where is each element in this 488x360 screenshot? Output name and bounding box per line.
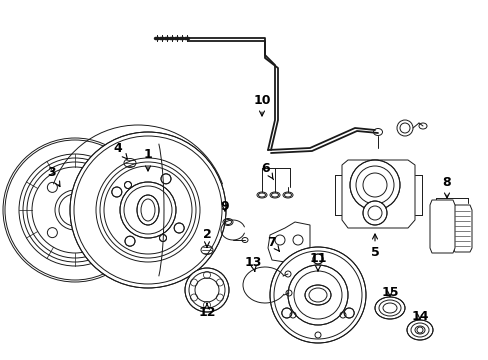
Polygon shape (341, 160, 414, 228)
Circle shape (344, 308, 353, 318)
Text: 6: 6 (261, 162, 273, 180)
Circle shape (159, 234, 166, 242)
Text: 8: 8 (442, 176, 450, 198)
Text: 4: 4 (113, 141, 127, 159)
Circle shape (125, 236, 135, 246)
Circle shape (161, 174, 171, 184)
Circle shape (112, 187, 122, 197)
Circle shape (174, 223, 184, 233)
Text: 11: 11 (308, 252, 326, 271)
Circle shape (287, 265, 347, 325)
Circle shape (269, 247, 365, 343)
Text: 3: 3 (48, 166, 60, 186)
Circle shape (281, 308, 291, 318)
Text: 1: 1 (143, 148, 152, 171)
Ellipse shape (305, 285, 330, 305)
Circle shape (124, 181, 131, 189)
Text: 15: 15 (381, 287, 398, 300)
Polygon shape (452, 205, 471, 252)
Ellipse shape (374, 297, 404, 319)
Text: 5: 5 (370, 234, 379, 260)
Circle shape (120, 182, 176, 238)
Circle shape (70, 132, 225, 288)
Text: 12: 12 (198, 303, 215, 320)
Circle shape (184, 268, 228, 312)
Text: 2: 2 (202, 229, 211, 247)
Text: 9: 9 (220, 201, 229, 213)
Ellipse shape (406, 320, 432, 340)
Polygon shape (429, 200, 454, 253)
Circle shape (362, 201, 386, 225)
Text: 10: 10 (253, 94, 270, 116)
Text: 7: 7 (267, 235, 279, 251)
Ellipse shape (137, 195, 159, 225)
Circle shape (312, 254, 323, 264)
Text: 14: 14 (410, 310, 428, 323)
Text: 13: 13 (244, 256, 261, 271)
Circle shape (349, 160, 399, 210)
